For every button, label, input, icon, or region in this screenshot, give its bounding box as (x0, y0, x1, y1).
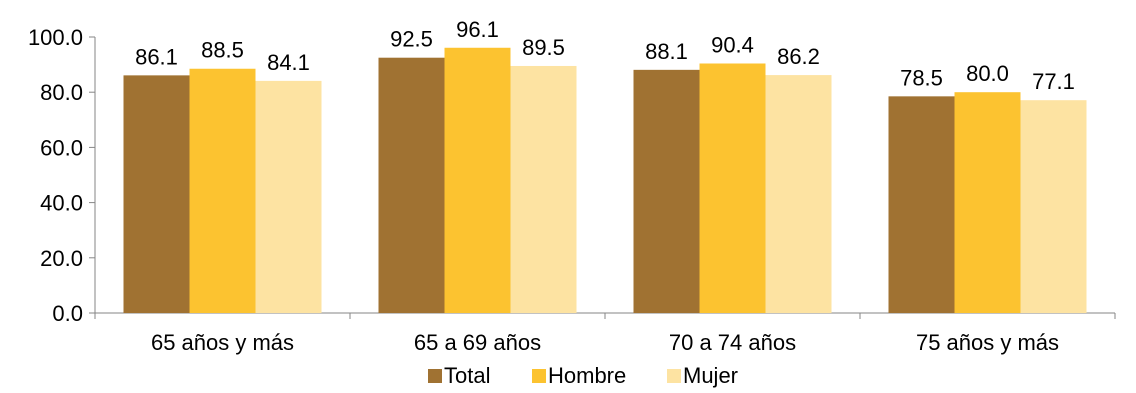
x-axis: 65 años y más 65 a 69 años 70 a 74 años 75 … (94, 312, 1116, 355)
x-category-label: 65 años y más (151, 330, 294, 355)
legend-label-hombre: Hombre (548, 363, 626, 388)
bar-hombre (699, 63, 766, 313)
y-tick-label: 40.0 (40, 191, 83, 216)
bar-hombre (954, 92, 1021, 313)
legend-swatch-hombre (532, 369, 546, 383)
data-label-mujer: 84.1 (267, 50, 310, 75)
data-label-total: 86.1 (135, 44, 178, 69)
bar-total (123, 75, 190, 313)
data-label-hombre: 90.4 (711, 32, 754, 57)
x-category-label: 75 años y más (916, 330, 1059, 355)
bar-mujer (1020, 100, 1087, 313)
x-category-label: 70 a 74 años (669, 330, 796, 355)
data-labels: 86.1 88.5 84.1 92.5 96.1 89.5 88.1 90.4 86.2 78.5… (135, 17, 1075, 94)
data-label-total: 92.5 (390, 27, 433, 52)
y-tick-label: 20.0 (40, 246, 83, 271)
data-label-mujer: 89.5 (522, 35, 565, 60)
bar-mujer (765, 75, 832, 313)
bar-hombre (189, 68, 256, 314)
legend-label-total: Total (444, 363, 490, 388)
x-category-label: 65 a 69 años (414, 330, 541, 355)
y-tick-label: 0.0 (52, 301, 83, 326)
y-axis: 0.0 20.0 40.0 60.0 80.0 100.0 (28, 25, 96, 326)
y-tick-label: 80.0 (40, 80, 83, 105)
bars (123, 47, 1087, 314)
bar-total (888, 96, 955, 313)
y-tick-label: 60.0 (40, 135, 83, 160)
bar-hombre (444, 47, 511, 313)
legend-swatch-mujer (667, 369, 681, 383)
bar-total (378, 57, 445, 314)
data-label-hombre: 88.5 (201, 38, 244, 63)
legend-swatch-total (428, 369, 442, 383)
bar-total (633, 69, 700, 314)
data-label-total: 78.5 (900, 65, 943, 90)
data-label-hombre: 80.0 (966, 61, 1009, 86)
y-tick-label: 100.0 (28, 25, 83, 50)
legend: Total Hombre Mujer (428, 363, 738, 388)
data-label-total: 88.1 (645, 39, 688, 64)
legend-label-mujer: Mujer (683, 363, 738, 388)
data-label-mujer: 86.2 (777, 44, 820, 69)
data-label-mujer: 77.1 (1032, 69, 1075, 94)
bar-mujer (255, 80, 322, 313)
bar-mujer (510, 65, 577, 313)
data-label-hombre: 96.1 (456, 17, 499, 42)
